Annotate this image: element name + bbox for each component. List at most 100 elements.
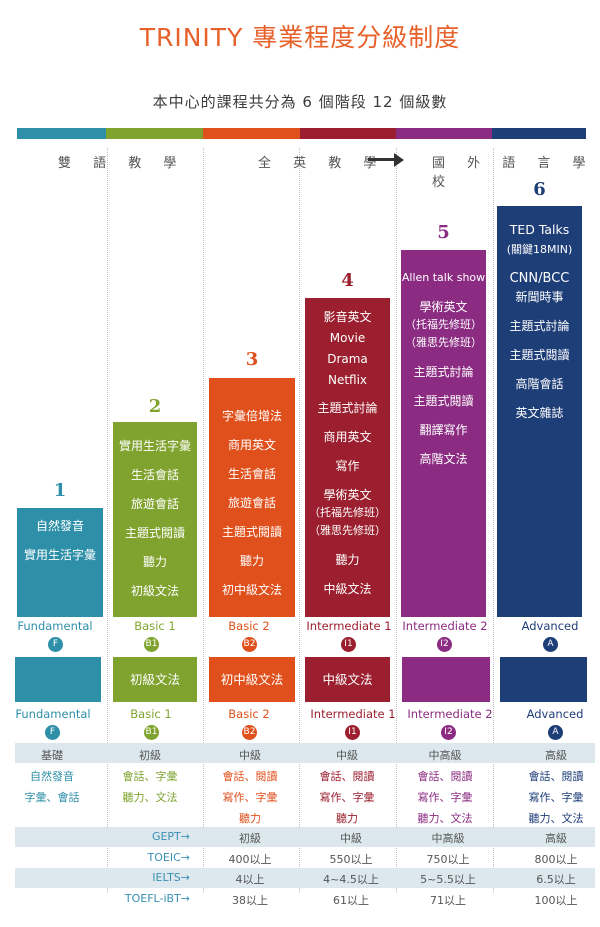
stage-number-4: 4	[341, 270, 354, 291]
course-item: 翻譯寫作	[419, 423, 468, 437]
section-abroad: 國 外 語 言 學 校	[432, 156, 595, 190]
course-item: （雅思先修班）	[405, 336, 482, 349]
course-item: 商用英文	[323, 430, 372, 444]
skill-cell: 字彙、會話	[24, 791, 80, 804]
course-item: （雅思先修班）	[309, 524, 386, 537]
table-row-stripe	[15, 868, 595, 888]
level-name: 中高級	[428, 749, 462, 762]
course-item: Netflix	[327, 373, 368, 387]
level-badge: A	[543, 637, 558, 652]
exam-value: 38以上	[232, 894, 268, 907]
level-badge-2: A	[548, 725, 563, 740]
stage-number-3: 3	[245, 349, 259, 370]
course-item: 主題式討論	[509, 319, 570, 333]
course-item: 實用生活字彙	[118, 439, 191, 453]
level-label: Intermediate 2	[402, 619, 488, 633]
section-all-english: 全 英 教 學	[258, 156, 386, 171]
exam-value: 550以上	[329, 853, 373, 866]
skill-cell: 聽力	[239, 812, 261, 825]
course-item: 英文雜誌	[515, 406, 564, 420]
level-label: Intermediate 1	[306, 619, 392, 633]
course-item: 自然發音	[35, 519, 84, 533]
stage-bar-3: 字彙倍增法 商用英文 生活會話 旅遊會話 主題式閱讀 聽力 初中級文法	[209, 378, 295, 617]
table-row-stripe	[15, 827, 595, 847]
exam-value: 6.5以上	[536, 873, 576, 886]
course-item: 主題式閱讀	[509, 348, 570, 362]
skill-cell: 寫作、字彙	[417, 791, 473, 804]
grammar-box-3: 初中級文法	[209, 657, 295, 702]
course-item: 旅遊會話	[227, 496, 276, 510]
arrow-icon	[368, 158, 396, 161]
course-item: （托福先修班）	[405, 318, 482, 331]
level-name: 中級	[336, 749, 358, 762]
color-band-3	[203, 128, 300, 139]
stage-number-1: 1	[53, 480, 67, 501]
course-item: 學術英文	[419, 300, 468, 314]
course-item: 寫作	[335, 459, 360, 473]
divider	[493, 148, 494, 893]
exam-value: 400以上	[228, 853, 272, 866]
skill-cell: 自然發音	[30, 770, 74, 783]
course-item: 高階會話	[515, 377, 564, 391]
skill-cell: 寫作、字彙	[319, 791, 375, 804]
exam-value: 高級	[545, 832, 567, 845]
grammar-box-1	[15, 657, 101, 702]
course-item: （托福先修班）	[309, 506, 386, 519]
level-label-2: Basic 1	[130, 707, 172, 721]
grammar-box-2: 初級文法	[113, 657, 197, 702]
exam-value: 5~5.5以上	[420, 873, 476, 886]
stage-bar-6: TED Talks (關鍵18MIN) CNN/BCC 新聞時事 主題式討論 主…	[497, 206, 582, 617]
page-subtitle: 本中心的課程共分為 6 個階段 12 個級數	[152, 93, 448, 111]
skill-cell: 會話、閱讀	[528, 770, 584, 783]
level-label-2: Intermediate 1	[310, 707, 396, 721]
stage-bar-2: 實用生活字彙 生活會話 旅遊會話 主題式閱讀 聽力 初級文法	[113, 422, 197, 617]
exam-label-ielts: IELTS→	[152, 871, 190, 884]
divider	[396, 148, 397, 893]
stage-number-2: 2	[148, 396, 162, 417]
grammar-box-6	[500, 657, 587, 702]
level-name: 中級	[239, 749, 261, 762]
section-bilingual: 雙 語 教 學	[58, 156, 186, 171]
course-item: TED Talks	[509, 222, 570, 237]
course-item: 商用英文	[227, 438, 276, 452]
grammar-box-5	[402, 657, 490, 702]
page-title: TRINITY 專業程度分級制度	[139, 23, 461, 52]
level-badge: F	[48, 637, 63, 652]
level-label: Fundamental	[17, 619, 93, 633]
stage-bar-4: 影音英文 Movie Drama Netflix 主題式討論 商用英文 寫作 學…	[305, 298, 390, 617]
color-band-4	[300, 128, 396, 139]
level-badge-2: I1	[345, 725, 360, 740]
level-badge-2: B2	[242, 725, 257, 740]
level-badge: B1	[144, 637, 159, 652]
level-badge: I2	[437, 637, 452, 652]
stage-number-5: 5	[437, 222, 450, 243]
arrow-head-icon	[394, 153, 404, 167]
skill-cell: 寫作、字彙	[528, 791, 584, 804]
course-item: 中級文法	[323, 582, 372, 596]
course-item: 生活會話	[130, 468, 179, 482]
exam-value: 4以上	[235, 873, 265, 886]
course-item: 聽力	[239, 554, 264, 568]
divider	[107, 148, 108, 893]
level-label-2: Intermediate 2	[407, 707, 493, 721]
exam-value: 61以上	[333, 894, 369, 907]
course-item: 主題式討論	[413, 365, 474, 379]
skill-cell: 會話、字彙	[122, 770, 178, 783]
exam-value: 4~4.5以上	[323, 873, 379, 886]
course-item: 生活會話	[227, 467, 276, 481]
course-item: 主題式討論	[317, 401, 378, 415]
color-band-5	[396, 128, 492, 139]
color-band-6	[492, 128, 586, 139]
level-badge-2: B1	[144, 725, 159, 740]
level-badge: B2	[242, 637, 257, 652]
level-label: Basic 2	[228, 619, 270, 633]
course-item: 聽力	[335, 553, 360, 567]
color-band-1	[17, 128, 106, 139]
skill-cell: 會話、閱讀	[222, 770, 278, 783]
skill-cell: 聽力、文法	[417, 812, 473, 825]
exam-value: 初級	[239, 832, 261, 845]
level-label-2: Basic 2	[228, 707, 270, 721]
exam-value: 中級	[340, 832, 362, 845]
skill-cell: 聽力	[336, 812, 358, 825]
exam-value: 800以上	[534, 853, 578, 866]
